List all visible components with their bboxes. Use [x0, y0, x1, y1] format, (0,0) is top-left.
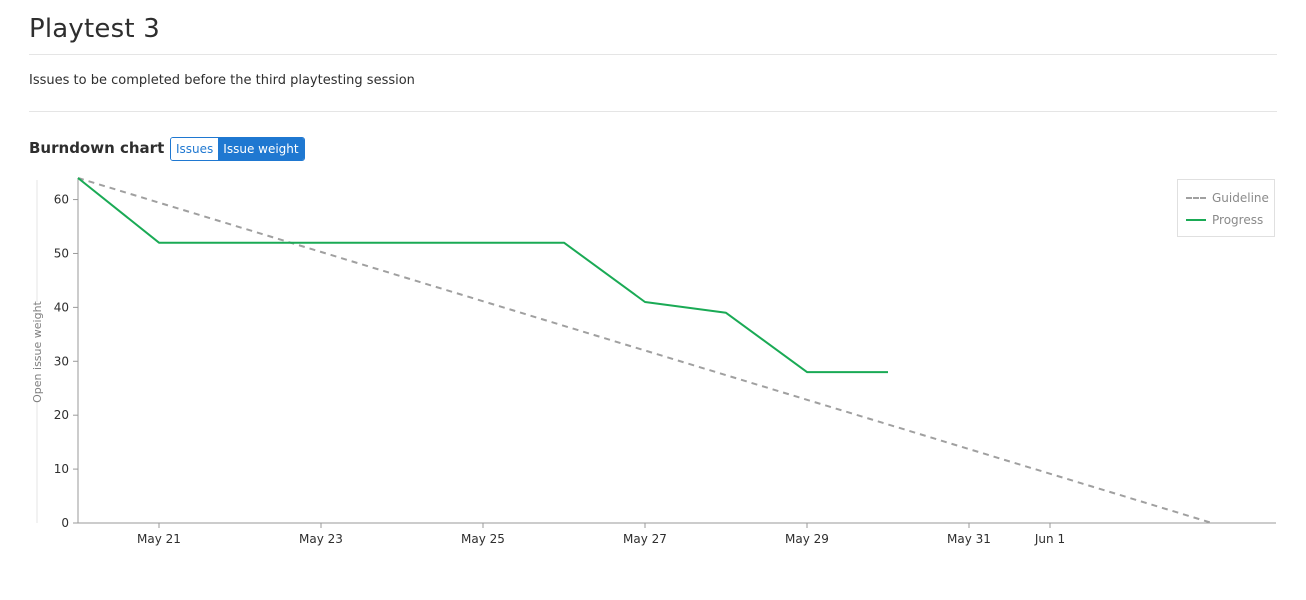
page-title: Playtest 3	[29, 14, 160, 44]
legend-item-guideline: Guideline	[1186, 190, 1269, 206]
y-tick-label: 60	[54, 193, 69, 207]
y-tick-label: 10	[54, 462, 69, 476]
y-axis-title: Open issue weight	[31, 300, 44, 402]
x-tick-label: May 23	[299, 532, 343, 546]
x-axis: May 21 May 23 May 25 May 27 May 29 May 31 Jun …	[78, 522, 1276, 546]
chart-legend: Guideline Progress	[1177, 179, 1275, 237]
x-tick-label: May 29	[785, 532, 829, 546]
milestone-description: Issues to be completed before the third …	[29, 73, 415, 88]
issue-weight-toggle-button[interactable]: Issue weight	[218, 138, 304, 160]
legend-swatch-guideline	[1186, 197, 1206, 199]
series-line-progress	[77, 177, 888, 374]
chart-type-toggle: Issues Issue weight	[170, 137, 305, 161]
x-tick-label: Jun 1	[1034, 532, 1065, 546]
x-tick-label: May 21	[137, 532, 181, 546]
legend-label-progress: Progress	[1212, 213, 1264, 227]
series-line-guideline	[77, 177, 1213, 524]
y-tick-label: 0	[61, 516, 69, 530]
legend-label-guideline: Guideline	[1212, 191, 1269, 205]
y-tick-label: 40	[54, 300, 69, 314]
chart-series	[77, 177, 1213, 524]
x-tick-label: May 31	[947, 532, 991, 546]
legend-swatch-progress	[1186, 219, 1206, 221]
x-tick-label: May 25	[461, 532, 505, 546]
y-axis-title-background	[30, 302, 44, 402]
y-tick-label: 50	[54, 246, 69, 260]
legend-item-progress: Progress	[1186, 212, 1263, 228]
y-tick-label: 20	[54, 408, 69, 422]
description-divider	[29, 111, 1277, 112]
title-divider	[29, 54, 1277, 55]
x-tick-label: May 27	[623, 532, 667, 546]
issues-toggle-button[interactable]: Issues	[171, 138, 219, 160]
y-tick-label: 30	[54, 354, 69, 368]
burndown-chart-heading: Burndown chart	[29, 139, 165, 157]
